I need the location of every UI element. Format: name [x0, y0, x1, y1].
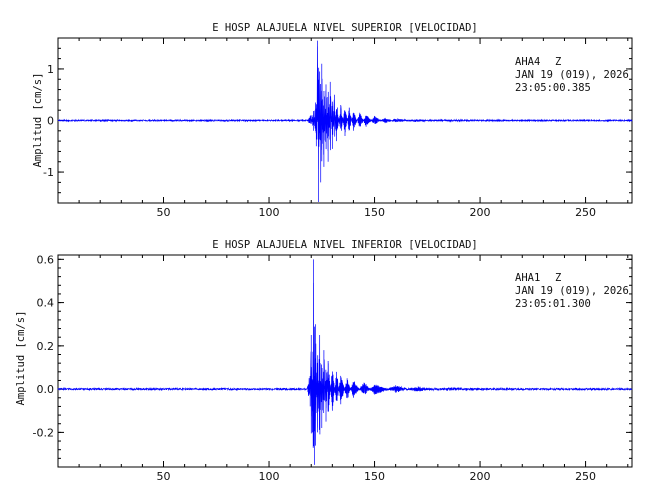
waveform-series — [57, 259, 633, 465]
x-tick-label: 150 — [364, 206, 385, 219]
x-tick-label: 100 — [259, 470, 280, 483]
y-tick-label: 0 — [47, 115, 54, 128]
y-tick-label: 0.2 — [37, 340, 55, 353]
x-tick-label: 250 — [575, 206, 596, 219]
waveform-series — [57, 40, 633, 202]
y-tick-label: -1 — [43, 166, 54, 179]
station-code: AHA4 — [515, 56, 540, 68]
y-tick-label: 0.6 — [37, 253, 55, 266]
y-tick-label: 0.4 — [37, 297, 55, 310]
plot-frame — [57, 254, 633, 468]
x-tick-label: 200 — [470, 206, 491, 219]
x-tick-label: 100 — [259, 206, 280, 219]
x-tick-label: 150 — [364, 470, 385, 483]
x-tick-label: 50 — [157, 206, 171, 219]
event-date: JAN 19 (019), 2026 — [515, 69, 629, 81]
panel-title: E HOSP ALAJUELA NIVEL INFERIOR [VELOCIDA… — [212, 239, 478, 251]
event-date: JAN 19 (019), 2026 — [515, 285, 629, 297]
component-code: Z — [555, 56, 561, 68]
event-time: 23:05:01.300 — [515, 298, 591, 310]
x-tick-label: 200 — [470, 470, 491, 483]
y-tick-label: -0.2 — [33, 426, 54, 439]
lower-level-panel: E HOSP ALAJUELA NIVEL INFERIOR [VELOCIDA… — [15, 239, 633, 483]
x-tick-label: 50 — [157, 470, 171, 483]
y-tick-label: 1 — [47, 63, 54, 76]
y-axis-label: Amplitud [cm/s] — [15, 311, 27, 406]
y-tick-label: 0.0 — [37, 383, 55, 396]
x-tick-label: 250 — [575, 470, 596, 483]
station-code: AHA1 — [515, 272, 540, 284]
y-axis-label: Amplitud [cm/s] — [32, 73, 44, 168]
upper-level-panel: E HOSP ALAJUELA NIVEL SUPERIOR [VELOCIDA… — [32, 22, 633, 219]
event-time: 23:05:00.385 — [515, 82, 591, 94]
panel-title: E HOSP ALAJUELA NIVEL SUPERIOR [VELOCIDA… — [212, 22, 478, 34]
component-code: Z — [555, 272, 561, 284]
